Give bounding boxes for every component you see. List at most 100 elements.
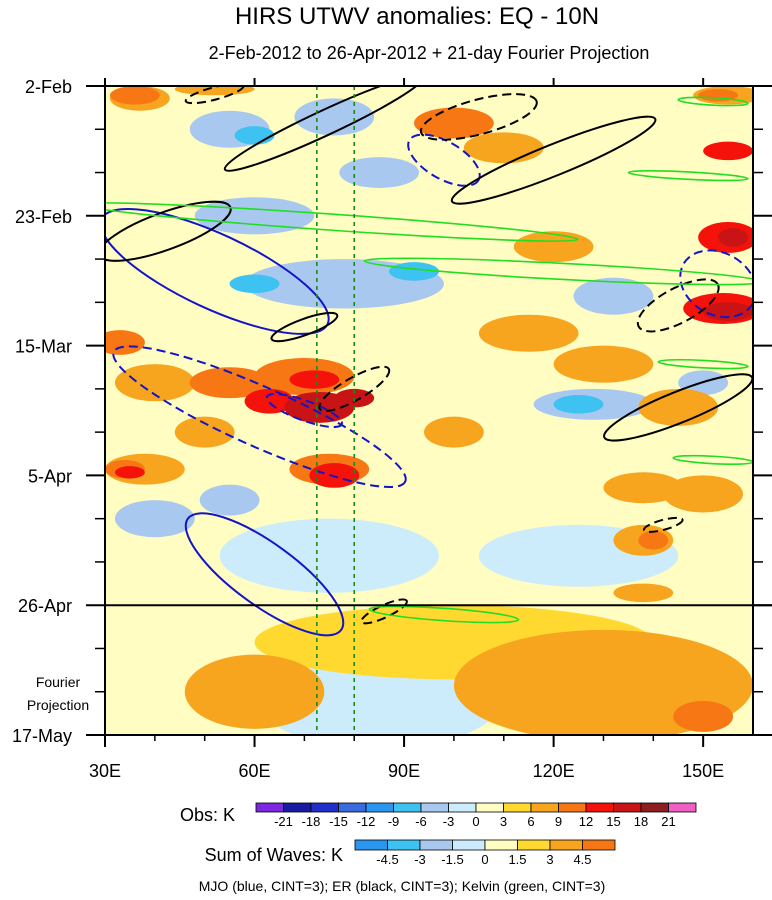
y-tick-label: 2-Feb <box>25 77 72 97</box>
colorbar-swatch <box>365 802 394 813</box>
obs-anomaly-cell <box>339 157 420 188</box>
obs-anomaly-cell <box>194 197 315 235</box>
colorbar-swatch <box>419 839 453 851</box>
colorbar-level-label: -3 <box>414 852 426 867</box>
obs-anomaly-cell <box>229 274 280 294</box>
obs-anomaly-cell <box>414 107 494 139</box>
obs-anomaly-cell <box>703 141 753 161</box>
colorbar-level-label: 0 <box>481 852 488 867</box>
er-contour-negative <box>642 516 684 533</box>
colorbar-swatch <box>530 802 559 813</box>
y-tick-label: 23-Feb <box>15 207 72 227</box>
colorbar-level-label: 0 <box>472 814 479 829</box>
er-contour-negative <box>360 598 408 625</box>
obs-anomaly-cell <box>219 518 439 593</box>
colorbar-swatch <box>582 839 616 851</box>
colorbar-swatch <box>448 802 477 813</box>
colorbar-swatch <box>549 839 583 851</box>
obs-colorbar: -21 -18 -15 -12 -9 -6 -3 0 3 6 9 12 15 18 21 <box>255 802 697 829</box>
er-contour-negative <box>184 86 245 105</box>
x-tick-label: 60E <box>239 761 271 781</box>
colorbar-swatch <box>310 802 339 813</box>
mjo-contour-negative <box>112 345 407 488</box>
obs-anomaly-cell <box>553 345 654 383</box>
x-tick-label: 120E <box>533 761 575 781</box>
colorbar-level-label: -12 <box>357 814 376 829</box>
obs-anomaly-cell <box>638 388 719 426</box>
legend-note: MJO (blue, CINT=3); ER (black, CINT=3); … <box>199 878 606 894</box>
colorbar-level-label: -21 <box>274 814 293 829</box>
obs-anomaly-cell <box>573 277 654 315</box>
kelvin-contour-positive <box>363 257 753 286</box>
obs-anomaly-cell <box>114 466 145 479</box>
mjo-contour-negative <box>265 392 344 429</box>
er-contour-negative <box>318 365 391 413</box>
obs-anomaly-cell <box>463 132 544 164</box>
obs-colorbar-label: Obs: K <box>180 805 235 825</box>
obs-anomaly-cell <box>174 416 235 448</box>
chart-subtitle: 2-Feb-2012 to 26-Apr-2012 + 21-day Fouri… <box>209 43 650 63</box>
colorbar-level-label: 6 <box>527 814 534 829</box>
colorbar-swatch <box>387 839 421 851</box>
obs-anomaly-cell <box>718 228 749 247</box>
er-contour-positive <box>450 115 657 205</box>
colorbar-swatch <box>354 839 388 851</box>
kelvin-contour-positive <box>105 202 579 242</box>
projection-label-line-2: Projection <box>27 697 89 713</box>
colorbar-swatch <box>475 802 504 813</box>
obs-anomaly-cell <box>234 126 275 145</box>
obs-anomaly-cell <box>114 364 195 402</box>
colorbar-swatch <box>283 802 312 813</box>
obs-anomaly-cell <box>389 262 439 281</box>
obs-anomaly-cell <box>663 475 744 513</box>
colorbar-level-label: -18 <box>302 814 321 829</box>
y-tick-label: 26-Apr <box>18 596 72 616</box>
colorbar-swatch <box>668 802 697 813</box>
colorbar-level-label: -15 <box>329 814 348 829</box>
colorbar-level-label: 12 <box>579 814 593 829</box>
x-tick-label: 150E <box>682 761 724 781</box>
kelvin-contour-positive <box>368 605 520 624</box>
colorbar-swatch <box>517 839 551 851</box>
y-tick-label: 17-May <box>12 726 72 746</box>
obs-anomaly-cell <box>189 367 270 399</box>
colorbar-level-label: -1.5 <box>441 852 463 867</box>
obs-anomaly-cell <box>424 416 484 448</box>
kelvin-contour-positive <box>657 358 749 370</box>
colorbar-swatch <box>393 802 422 813</box>
colorbar-level-label: 9 <box>555 814 562 829</box>
obs-anomaly-cell <box>603 472 684 504</box>
colorbar-swatch <box>338 802 367 813</box>
colorbar-level-label: 18 <box>634 814 648 829</box>
colorbar-swatch <box>558 802 587 813</box>
chart-title: HIRS UTWV anomalies: EQ - 10N <box>235 3 599 30</box>
colorbar-level-label: -3 <box>443 814 455 829</box>
projection-label-line-1: Fourier <box>36 674 81 690</box>
colorbar-level-label: 3 <box>500 814 507 829</box>
colorbar-swatch <box>452 839 486 851</box>
obs-anomaly-cell <box>114 500 195 538</box>
projection-anomaly-cell <box>673 701 734 732</box>
colorbar-swatch <box>255 802 284 813</box>
x-tick-label: 90E <box>388 761 420 781</box>
obs-anomaly-cell <box>478 314 579 352</box>
wave-colorbar-label: Sum of Waves: K <box>205 845 343 865</box>
wave-colorbar: -4.5 -3 -1.5 0 1.5 3 4.5 <box>354 839 616 867</box>
obs-anomaly-cell <box>109 86 160 105</box>
colorbar-level-label: -4.5 <box>376 852 398 867</box>
colorbar-swatch <box>613 802 642 813</box>
colorbar-level-label: 15 <box>606 814 620 829</box>
x-tick-label: 30E <box>89 761 121 781</box>
colorbar-level-label: 1.5 <box>508 852 526 867</box>
kelvin-contour-positive <box>627 169 749 182</box>
er-contour-positive <box>270 311 339 343</box>
colorbar-level-label: 3 <box>546 852 553 867</box>
mjo-contour-positive <box>184 512 345 637</box>
obs-anomaly-cell <box>513 231 594 263</box>
obs-anomaly-cell <box>613 583 674 603</box>
colorbar-level-label: 4.5 <box>573 852 591 867</box>
colorbar-level-label: 21 <box>661 814 675 829</box>
obs-anomaly-cell <box>105 330 145 355</box>
y-tick-label: 5-Apr <box>28 466 72 486</box>
